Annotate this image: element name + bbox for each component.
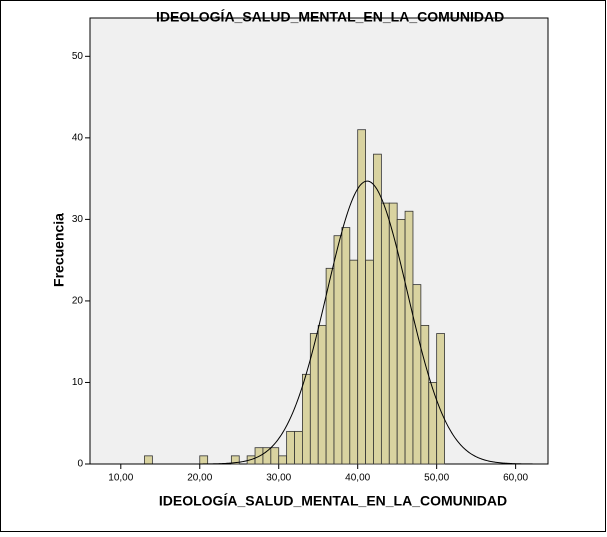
x-tick-label: 60,00 bbox=[503, 473, 528, 484]
chart-title: IDEOLOGÍA_SALUD_MENTAL_EN_LA_COMUNIDAD bbox=[156, 9, 504, 25]
y-tick-label: 0 bbox=[77, 459, 83, 470]
bar bbox=[309, 333, 319, 465]
y-tick-label: 20 bbox=[72, 296, 84, 307]
x-tick-label: 50,00 bbox=[424, 473, 449, 484]
bar bbox=[144, 455, 153, 465]
bar bbox=[365, 259, 374, 465]
bar bbox=[404, 210, 414, 465]
y-axis-label: Frecuencia bbox=[51, 213, 67, 287]
bar bbox=[349, 259, 359, 465]
bar bbox=[420, 324, 430, 465]
bar bbox=[373, 153, 382, 465]
bar bbox=[286, 430, 295, 465]
y-tick-label: 30 bbox=[72, 214, 84, 225]
x-tick-label: 40,00 bbox=[345, 473, 370, 484]
bar bbox=[428, 382, 438, 465]
bar bbox=[357, 129, 366, 465]
bar bbox=[302, 373, 311, 465]
bar bbox=[294, 430, 303, 465]
bar bbox=[388, 202, 398, 465]
bar bbox=[412, 284, 422, 465]
x-tick-label: 30,00 bbox=[266, 473, 291, 484]
x-axis-label: IDEOLOGÍA_SALUD_MENTAL_EN_LA_COMUNIDAD bbox=[159, 493, 507, 509]
x-tick-label: 20,00 bbox=[187, 473, 212, 484]
bar bbox=[341, 227, 351, 465]
y-tick-label: 40 bbox=[72, 132, 84, 143]
y-tick-label: 10 bbox=[72, 377, 84, 388]
bar bbox=[317, 324, 327, 465]
bar bbox=[230, 455, 240, 465]
x-tick-label: 10,00 bbox=[108, 473, 133, 484]
bar bbox=[278, 455, 288, 465]
bar bbox=[262, 447, 272, 465]
bar bbox=[270, 447, 280, 465]
bar bbox=[333, 235, 343, 465]
y-tick-label: 50 bbox=[72, 51, 84, 62]
bar bbox=[199, 455, 209, 465]
bar bbox=[436, 333, 445, 465]
bar bbox=[380, 202, 390, 465]
normal-curve bbox=[90, 180, 548, 465]
bar bbox=[325, 267, 335, 465]
